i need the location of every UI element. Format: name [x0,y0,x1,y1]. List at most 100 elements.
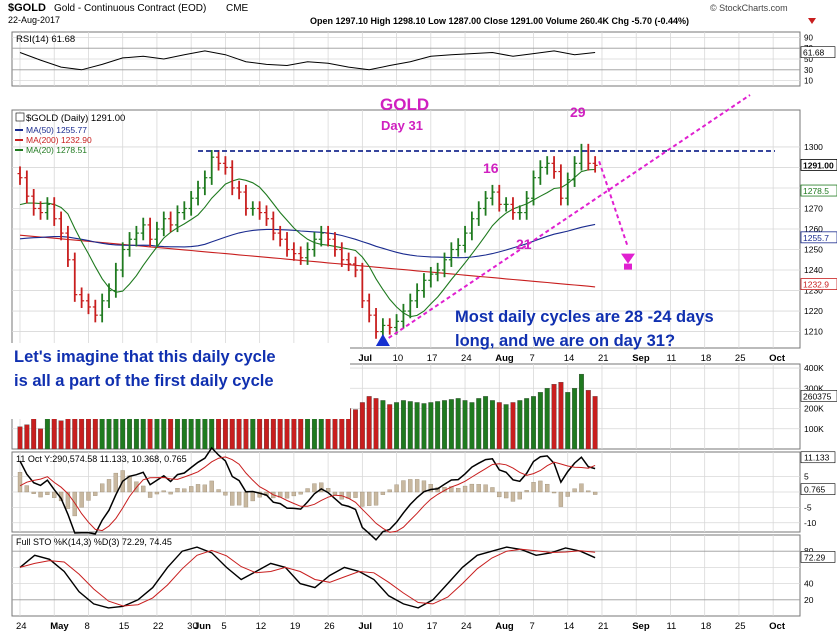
sto-value-box [800,551,836,563]
volume-bar [544,388,550,450]
ppo-histogram-bar [476,484,481,493]
x-tick-label: Oct [769,621,786,632]
rsi-title: RSI(14) 61.68 [16,34,75,45]
ppo-title: 11 Oct Y:290,574.58 11.133, 10.368, 0.76… [16,454,187,464]
x-tick-label: Jul [358,353,372,364]
ppo-histogram-bar [517,491,522,500]
mid-label: 16 [483,160,499,176]
volume-bar [469,402,475,450]
x-tick-label: 5 [221,621,226,632]
price-y-tick: 1230 [804,286,823,296]
ppo-histogram-bar [243,491,249,508]
volume-bar [428,402,434,450]
volume-bar [489,400,495,450]
price-y-tick: 1260 [804,224,823,234]
ppo-histogram-bar [387,489,392,493]
price-value-box [800,184,837,197]
ppo-histogram-bar [408,479,413,493]
ppo-right-label: -10 [804,518,817,528]
volume-bar [17,426,23,450]
x-tick-label: 26 [324,621,335,632]
ppo-histogram-bar [161,490,166,493]
volume-bar [572,388,578,450]
ppo-histogram-bar [257,491,262,498]
ppo-histogram-bar [497,491,502,498]
volume-y-tick: 300K [804,383,824,393]
ppo-histogram-bar [503,491,509,499]
ppo-histogram-bar [202,484,208,493]
ppo-histogram-bar [551,491,557,494]
ppo-histogram-bar [147,491,153,498]
x-tick-label: 11 [666,621,676,632]
price-panel: 1210122012301240125012601270128012901300… [12,94,837,346]
ppo-histogram-bar [230,491,235,506]
ppo-histogram-bar [367,491,372,506]
ppo-histogram-bar [456,487,461,493]
note-right-line1: Most daily cycles are 28 -24 days [455,308,714,326]
ppo-histogram-bar [175,488,180,493]
x-tick-label: 24 [461,621,472,632]
price-right-label: 1232.9 [803,280,829,290]
ppo-histogram-bar [421,480,427,493]
ppo-histogram-bar [141,485,146,493]
x-tick-label: Jul [358,621,372,632]
ppo-histogram-bar [462,485,468,493]
ppo-histogram-bar [579,483,584,493]
volume-bar [435,401,441,450]
volume-y-tick: 200K [804,404,824,414]
volume-y-tick: 400K [804,363,824,373]
ppo-histogram-bar [65,491,71,509]
ppo-histogram-bar [154,491,160,495]
ppo-histogram-bar [428,484,433,493]
price-y-tick: 1270 [804,203,823,213]
peak-label: 29 [570,104,586,120]
sto-d-line [19,548,596,607]
ppo-histogram-bar [545,483,550,493]
ppo-histogram-bar [45,491,50,495]
volume-bar [38,428,43,450]
ppo-histogram-bar [79,491,84,508]
ppo-histogram-bar [373,491,379,506]
volume-bar [373,398,379,450]
price-y-tick: 1210 [804,327,823,337]
volume-bar [578,373,584,450]
volume-bar [414,402,420,450]
ppo-histogram-bar [524,490,529,493]
ppo-histogram-bar [106,479,112,493]
legend-item: MA(20) 1278.51 [26,145,87,155]
ppo-histogram-bar [510,491,516,502]
ppo-histogram-bar [586,490,591,493]
rsi-last-value: 61.68 [803,48,825,58]
volume-bar [531,396,536,450]
ppo-histogram-bar [483,484,488,493]
volume-bar [448,399,454,450]
volume-value-box [800,390,837,402]
ppo-histogram-bar [469,483,475,493]
x-tick-label: 24 [16,621,27,632]
volume-bar [58,420,64,450]
ppo-histogram-bar [284,491,290,499]
price-value-box [800,158,837,171]
volume-bar [380,400,386,450]
ppo-histogram-bar [127,475,132,493]
ppo-histogram-bar [305,488,310,493]
header-brand: © StockCharts.com [710,3,788,13]
volume-bar [503,404,509,450]
x-tick-label: 24 [461,353,472,364]
legend-item: MA(200) 1232.90 [26,135,92,145]
volume-bar [585,390,591,450]
header-symbol: $GOLD [8,2,46,14]
x-tick-label: 17 [427,621,438,632]
x-tick-label: Aug [495,353,514,364]
ppo-histogram-bar [38,491,43,498]
ppo-signal-line [19,456,596,533]
volume-bar [592,396,598,450]
volume-bar [421,403,427,450]
volume-bar [407,401,413,450]
ppo-histogram-bar [17,472,23,493]
ppo-histogram-bar [189,486,194,493]
ppo-histogram-bar [236,491,242,506]
low-label: 21 [516,236,532,252]
